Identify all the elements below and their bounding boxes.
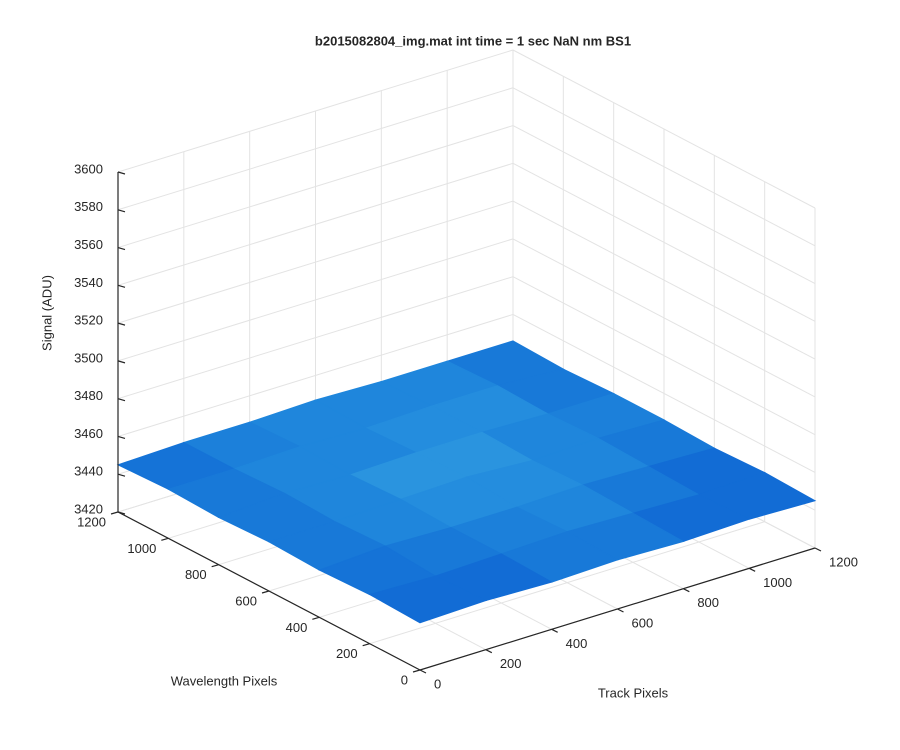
grid-line [512, 162, 816, 322]
grid-line [512, 49, 816, 209]
z-tick [117, 284, 126, 288]
z-tick [117, 473, 126, 477]
y-tick [211, 564, 219, 568]
grid-line [512, 238, 816, 398]
grid-line [117, 87, 514, 211]
grid-line [512, 276, 816, 436]
z-tick-label: 3560 [74, 237, 103, 252]
z-tick-label: 3440 [74, 464, 103, 479]
x-tick-label: 1000 [763, 575, 792, 590]
z-tick-label: 3540 [74, 275, 103, 290]
x-tick [551, 628, 558, 633]
grid-line [117, 238, 514, 362]
x-tick [617, 608, 624, 613]
z-axis-label: Signal (ADU) [39, 275, 54, 351]
grid-line [117, 162, 514, 286]
y-tick [412, 669, 421, 673]
y-tick-label: 800 [185, 567, 207, 582]
grid-line [512, 314, 816, 473]
x-tick-label: 800 [697, 595, 719, 610]
z-tick-label: 3480 [74, 388, 103, 403]
x-tick [683, 588, 690, 593]
grid-line [117, 125, 514, 249]
chart-title: b2015082804_img.mat int time = 1 sec NaN… [315, 33, 631, 48]
z-tick [117, 171, 126, 175]
z-tick [117, 398, 126, 402]
x-tick-label: 0 [434, 676, 441, 691]
surface-patch [368, 575, 488, 624]
z-tick-label: 3460 [74, 426, 103, 441]
grid-line [117, 313, 514, 437]
z-tick [117, 209, 126, 213]
x-tick-label: 400 [566, 636, 588, 651]
y-tick [362, 643, 370, 647]
z-tick [117, 322, 126, 326]
x-tick [748, 567, 756, 572]
y-tick-label: 1200 [77, 514, 106, 529]
z-tick [117, 511, 126, 515]
x-tick [814, 547, 822, 552]
y-tick-label: 1000 [127, 541, 156, 556]
z-tick [117, 246, 126, 251]
y-tick-label: 600 [235, 593, 257, 608]
x-tick [419, 669, 427, 674]
z-tick-label: 3520 [74, 313, 103, 328]
grid-line [512, 87, 816, 247]
y-tick [110, 511, 119, 515]
z-tick-label: 3580 [74, 199, 103, 214]
x-axis-label: Track Pixels [598, 685, 669, 700]
x-tick-label: 1200 [829, 554, 858, 569]
y-tick-label: 0 [401, 672, 408, 687]
z-tick-label: 3500 [74, 350, 103, 365]
z-tick-label: 3420 [74, 501, 103, 516]
x-tick [485, 649, 493, 654]
grid-line [512, 125, 816, 284]
grid-line [117, 276, 514, 400]
y-tick-label: 400 [286, 620, 308, 635]
grid-line [512, 200, 816, 360]
y-tick-label: 200 [336, 646, 358, 661]
y-axis-label: Wavelength Pixels [171, 673, 278, 688]
grid-line [117, 49, 514, 173]
grid-line [369, 521, 765, 645]
z-tick [117, 360, 126, 364]
z-tick [117, 435, 126, 440]
z-tick-label: 3600 [74, 161, 103, 176]
y-tick [261, 590, 270, 594]
x-tick-label: 200 [500, 656, 522, 671]
y-tick [161, 537, 169, 541]
y-tick [312, 616, 320, 620]
grid-line [117, 200, 514, 324]
x-tick-label: 600 [632, 615, 654, 630]
